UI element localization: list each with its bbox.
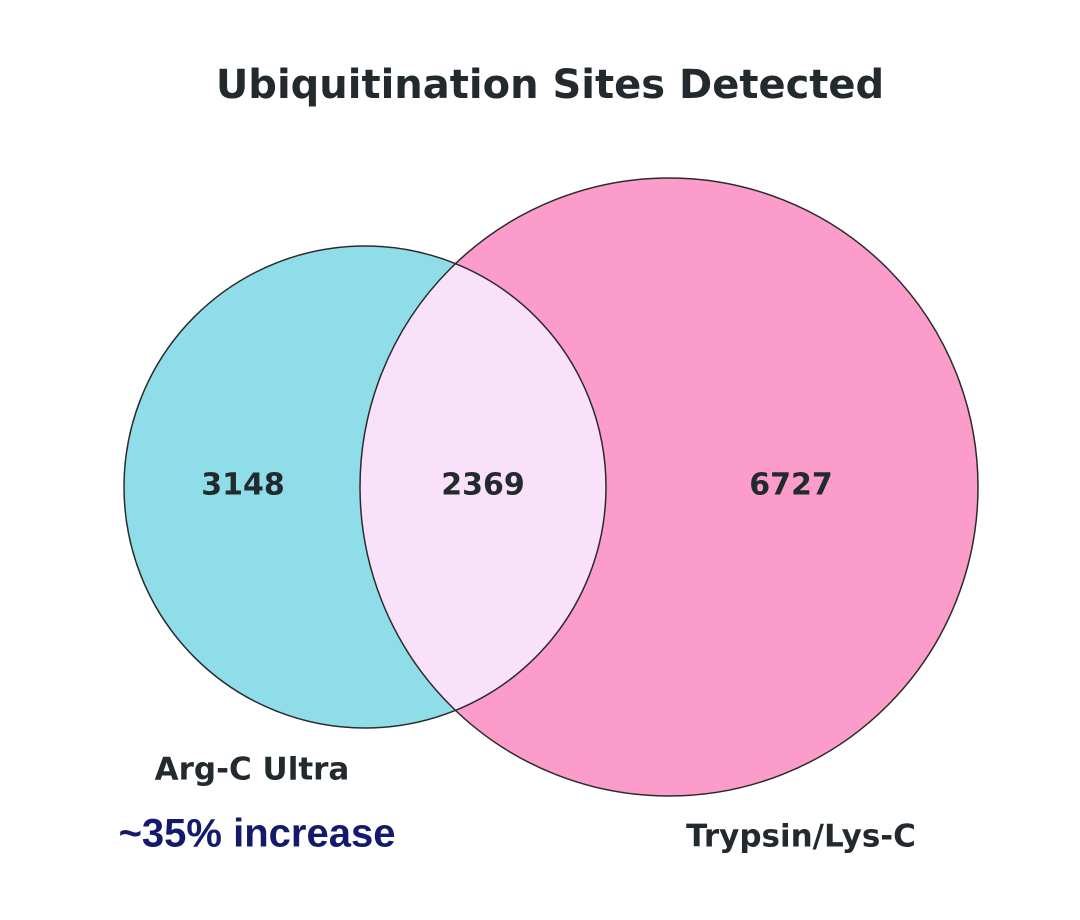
set-label: Arg-C Ultra (155, 752, 350, 788)
annotation: ~35% increase (119, 812, 396, 856)
set-label: Trypsin/Lys-C (686, 819, 916, 855)
set-outline (123, 245, 607, 729)
region-value: 3148 (201, 468, 285, 503)
region-value: 2369 (441, 468, 525, 503)
intersection (360, 246, 606, 728)
region-value: 6727 (749, 468, 833, 503)
chart-title: Ubiquitination Sites Detected (216, 62, 884, 108)
set-outline (359, 177, 979, 797)
